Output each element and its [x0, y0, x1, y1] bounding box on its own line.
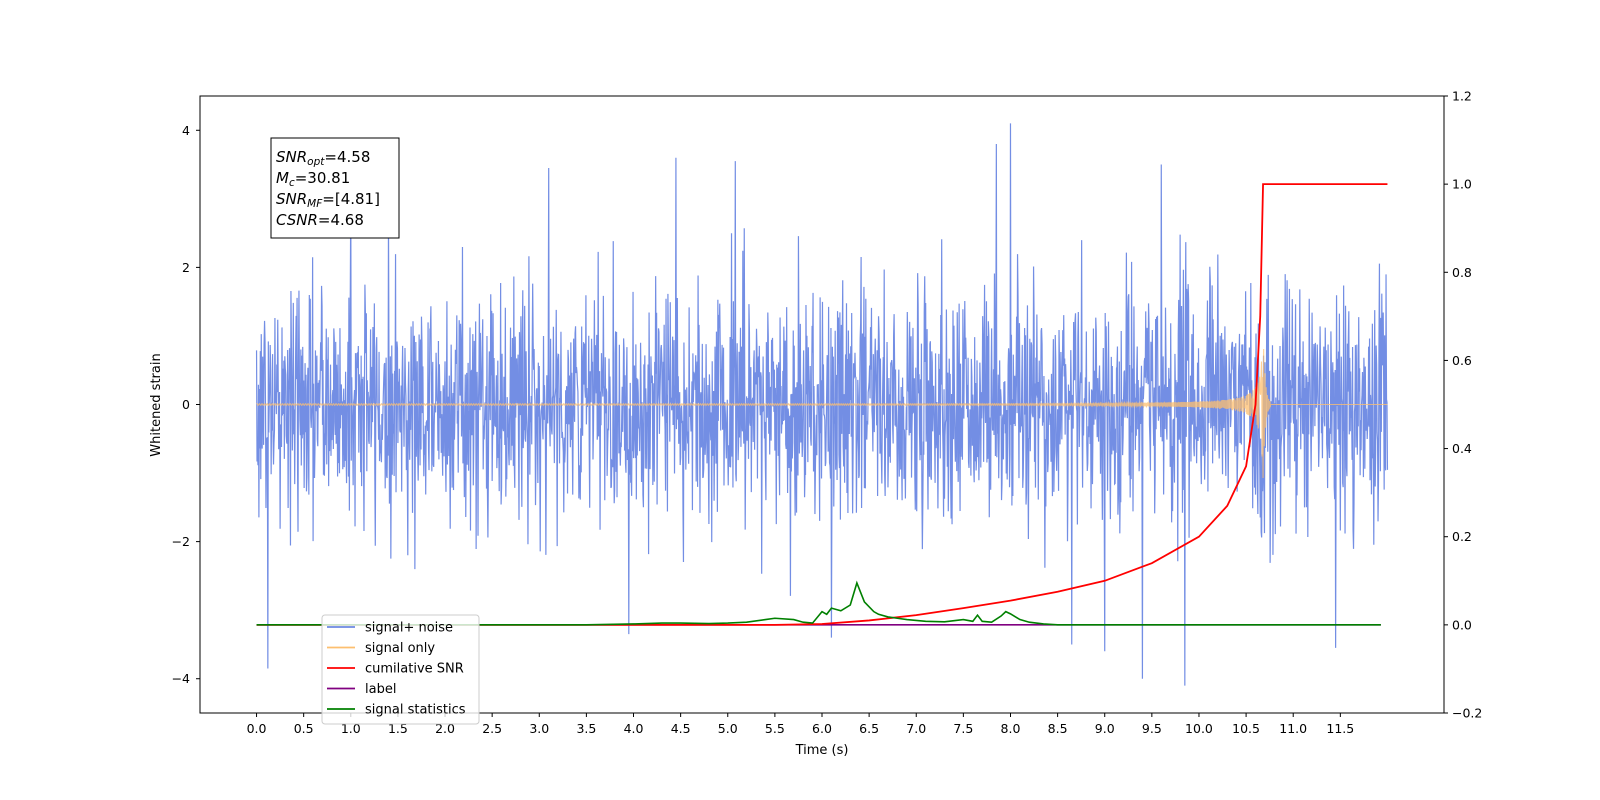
- x-tick-label: 1.0: [341, 721, 361, 736]
- annotation-symbol: CSNR: [276, 211, 318, 229]
- x-tick-label: 6.0: [812, 721, 832, 736]
- x-tick-label: 5.5: [765, 721, 785, 736]
- x-tick-label: 10.0: [1185, 721, 1213, 736]
- y2-tick-label: 1.2: [1452, 89, 1472, 104]
- legend-frame: [321, 614, 480, 725]
- x-tick-label: 7.5: [953, 721, 973, 736]
- ticks-layer: 0.0 0.5 1.0 1.5 2.0 2.5 3.0 3.5 4.0 4.5 5.0 5.5 6.0 6…: [172, 89, 1483, 737]
- x-tick-label: 9.0: [1095, 721, 1115, 736]
- x-tick-label: 9.5: [1142, 721, 1162, 736]
- x-tick-label: 4.5: [671, 721, 691, 736]
- series-cumulative-snr: [256, 183, 1388, 626]
- x-tick-label: 2.5: [482, 721, 502, 736]
- annotation-symbol: M: [276, 169, 289, 187]
- y-tick-label: 4: [182, 123, 190, 138]
- annotation-value: =4.58: [324, 148, 370, 166]
- plot-frame: [199, 95, 1445, 714]
- annotation-symbol: SNR: [276, 148, 307, 166]
- annotation-line: Mc=30.81: [276, 169, 350, 189]
- annotation-value: =[4.81]: [322, 190, 380, 208]
- annotation-subscript: opt: [307, 156, 325, 168]
- annotation-line: SNRMF=[4.81]: [276, 190, 380, 210]
- x-tick-label: 1.5: [388, 721, 408, 736]
- legend-label: label: [365, 682, 396, 697]
- x-tick-label: 5.0: [718, 721, 738, 736]
- series-signal-statistics: [256, 580, 1381, 626]
- y-axis-label: Whitened strain: [149, 353, 164, 456]
- x-tick-label: 3.5: [576, 721, 596, 736]
- x-tick-label: 7.0: [906, 721, 926, 736]
- series-signal-only: [256, 349, 1388, 479]
- x-tick-label: 6.5: [859, 721, 879, 736]
- annotation-line: SNRopt=4.58: [276, 148, 370, 168]
- y-tick-label: 0: [182, 397, 190, 412]
- annotation-value: =4.68: [318, 211, 364, 229]
- x-tick-label: 11.0: [1279, 721, 1307, 736]
- x-tick-label: 10.5: [1232, 721, 1260, 736]
- y2-tick-label: 0.2: [1452, 529, 1472, 544]
- legend-label: signal statistics: [365, 703, 466, 718]
- x-tick-label: 3.0: [529, 721, 549, 736]
- annotation-line: CSNR=4.68: [276, 211, 364, 229]
- legend-label: cumilative SNR: [365, 662, 464, 677]
- y2-tick-label: −0.2: [1452, 706, 1482, 721]
- x-tick-label: 8.5: [1048, 721, 1068, 736]
- x-tick-label: 8.0: [1001, 721, 1021, 736]
- y-tick-label: −2: [172, 534, 190, 549]
- x-tick-label: 0.5: [294, 721, 314, 736]
- y2-tick-label: 0.6: [1452, 353, 1472, 368]
- annotation-subscript: c: [289, 177, 295, 189]
- y-tick-label: 2: [182, 260, 190, 275]
- series-signal-plus-noise: [255, 123, 1389, 686]
- legend-label: signal+ noise: [365, 621, 453, 636]
- annotation-symbol: SNR: [276, 190, 307, 208]
- x-tick-label: 2.0: [435, 721, 455, 736]
- x-tick-label: 0.0: [247, 721, 267, 736]
- y-tick-label: −4: [172, 671, 190, 686]
- y2-tick-label: 0.4: [1452, 441, 1472, 456]
- legend: signal+ noise signal only cumilative SNR la…: [321, 614, 480, 725]
- annotation-value: =30.81: [295, 169, 351, 187]
- y2-tick-label: 0.0: [1452, 617, 1472, 632]
- x-tick-label: 4.0: [624, 721, 644, 736]
- annotation-frame: [270, 137, 400, 239]
- x-tick-label: 11.5: [1326, 721, 1354, 736]
- series-layer: [255, 123, 1389, 686]
- legend-label: signal only: [365, 641, 435, 656]
- annotation-subscript: MF: [307, 198, 323, 210]
- y2-tick-label: 1.0: [1452, 177, 1472, 192]
- x-axis-label: Time (s): [795, 743, 849, 758]
- y2-tick-label: 0.8: [1452, 265, 1472, 280]
